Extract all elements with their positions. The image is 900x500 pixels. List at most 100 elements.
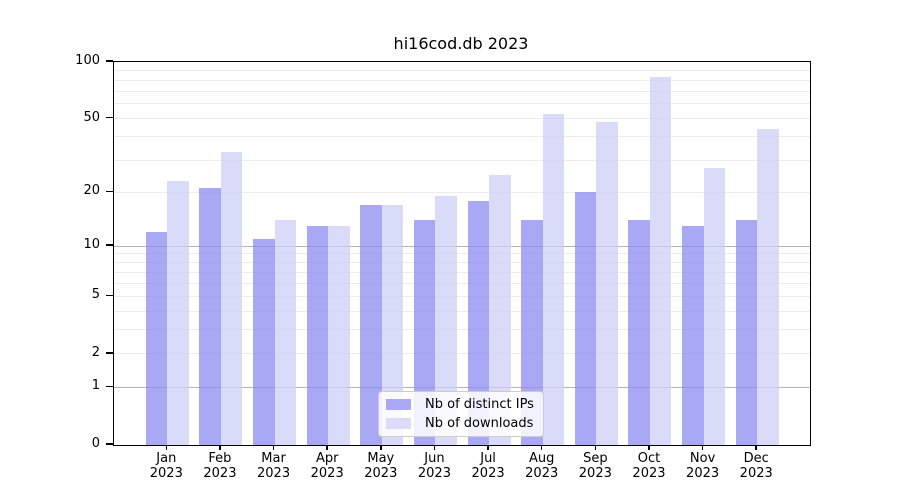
y-tick-label: 5 <box>91 287 100 303</box>
bar-oct-distinct-ips <box>628 220 650 445</box>
y-axis-tick <box>106 385 113 388</box>
gridline-minor <box>114 310 810 312</box>
x-tick-label-jul: Jul 2023 <box>456 451 520 481</box>
x-tick-label-aug: Aug 2023 <box>510 451 574 481</box>
bar-feb-distinct-ips <box>199 188 221 445</box>
bar-jan-downloads <box>167 181 189 445</box>
bar-jul-distinct-ips <box>467 200 490 445</box>
bar-feb-downloads <box>220 152 243 445</box>
x-tick-month: Apr <box>315 451 339 466</box>
bar-sep-distinct-ips <box>574 192 597 445</box>
x-axis-tick <box>433 445 436 450</box>
bar-jan-distinct-ips <box>145 232 168 445</box>
plot-area <box>113 61 811 446</box>
y-axis-tick <box>106 443 113 445</box>
x-tick-month: Jul <box>480 451 496 466</box>
x-tick-label-sep: Sep 2023 <box>563 451 627 481</box>
legend-item-distinct-ips: Nb of distinct IPs <box>386 397 534 412</box>
legend-label: Nb of distinct IPs <box>425 397 534 412</box>
y-tick-label: 20 <box>83 183 100 199</box>
gridline-minor <box>114 79 810 81</box>
x-tick-month: Dec <box>743 451 769 466</box>
y-axis-tick <box>106 190 113 193</box>
x-axis-tick <box>165 445 168 450</box>
bar-aug-downloads <box>542 113 565 445</box>
x-tick-month: Sep <box>583 451 608 466</box>
bar-mar-downloads <box>274 220 297 445</box>
x-tick-year: 2023 <box>203 466 237 481</box>
x-tick-label-dec: Dec 2023 <box>724 451 788 481</box>
x-axis-tick <box>755 445 757 450</box>
y-tick-label: 1 <box>91 378 100 394</box>
legend-swatch-downloads <box>386 418 411 429</box>
bar-jul-downloads <box>489 174 511 445</box>
x-tick-month: Mar <box>261 451 286 466</box>
x-tick-label-nov: Nov 2023 <box>671 451 735 481</box>
gridline-minor <box>114 118 810 120</box>
bar-aug-distinct-ips <box>521 220 543 445</box>
y-axis-tick <box>106 294 113 297</box>
y-axis-tick <box>106 60 113 62</box>
y-tick-label: 100 <box>75 53 100 68</box>
x-tick-year: 2023 <box>417 466 451 481</box>
x-tick-year: 2023 <box>310 466 344 481</box>
gridline-major <box>114 386 810 388</box>
x-tick-label-jan: Jan 2023 <box>134 451 198 481</box>
x-tick-year: 2023 <box>739 466 773 481</box>
x-tick-year: 2023 <box>525 466 559 481</box>
y-tick-label: 10 <box>83 237 100 252</box>
gridline-minor <box>114 90 810 92</box>
x-tick-year: 2023 <box>632 466 666 481</box>
x-tick-year: 2023 <box>578 466 612 481</box>
gridline-minor <box>114 70 810 72</box>
x-tick-year: 2023 <box>471 466 505 481</box>
x-axis-tick <box>219 445 221 450</box>
bar-apr-downloads <box>328 225 350 445</box>
x-axis-tick <box>326 445 328 450</box>
gridline-minor <box>114 329 810 331</box>
x-tick-year: 2023 <box>149 466 183 481</box>
gridline-minor <box>114 103 810 105</box>
legend-swatch-distinct-ips <box>386 399 411 410</box>
gridline-minor <box>114 271 810 273</box>
x-tick-month: Jun <box>424 451 445 466</box>
x-tick-month: Oct <box>637 451 661 466</box>
x-tick-year: 2023 <box>364 466 398 481</box>
bar-mar-distinct-ips <box>253 238 275 445</box>
bar-dec-distinct-ips <box>735 220 758 445</box>
gridline-minor <box>114 253 810 255</box>
x-axis-tick <box>594 445 597 450</box>
bar-may-distinct-ips <box>360 205 382 445</box>
bar-sep-downloads <box>596 122 618 445</box>
gridline-major <box>114 245 810 247</box>
bar-jun-distinct-ips <box>413 220 436 445</box>
x-tick-label-jun: Jun 2023 <box>402 451 466 481</box>
y-tick-label: 2 <box>91 344 100 360</box>
x-axis-tick <box>648 445 650 450</box>
bar-oct-downloads <box>649 77 672 445</box>
bar-jun-downloads <box>435 196 457 445</box>
gridline-minor <box>114 262 810 264</box>
x-tick-label-oct: Oct 2023 <box>617 451 681 481</box>
y-axis-tick <box>106 116 113 119</box>
bar-apr-distinct-ips <box>306 225 329 445</box>
bar-may-downloads <box>381 205 404 445</box>
x-axis-tick <box>272 445 275 450</box>
gridline-minor <box>114 136 810 138</box>
x-tick-year: 2023 <box>257 466 291 481</box>
gridline-minor <box>114 295 810 297</box>
legend: Nb of distinct IPs Nb of downloads <box>378 391 544 437</box>
gridline-minor <box>114 283 810 284</box>
x-tick-label-feb: Feb 2023 <box>188 451 252 481</box>
x-tick-label-apr: Apr 2023 <box>295 451 359 481</box>
x-tick-month: Jan <box>156 451 177 466</box>
x-tick-month: Nov <box>689 451 716 466</box>
bar-nov-downloads <box>703 168 726 445</box>
x-tick-month: Aug <box>529 451 555 466</box>
y-tick-label: 50 <box>83 109 100 125</box>
bar-nov-distinct-ips <box>682 225 704 445</box>
x-tick-month: May <box>367 451 395 466</box>
legend-label: Nb of downloads <box>425 416 534 431</box>
y-tick-label: 0 <box>91 436 100 451</box>
